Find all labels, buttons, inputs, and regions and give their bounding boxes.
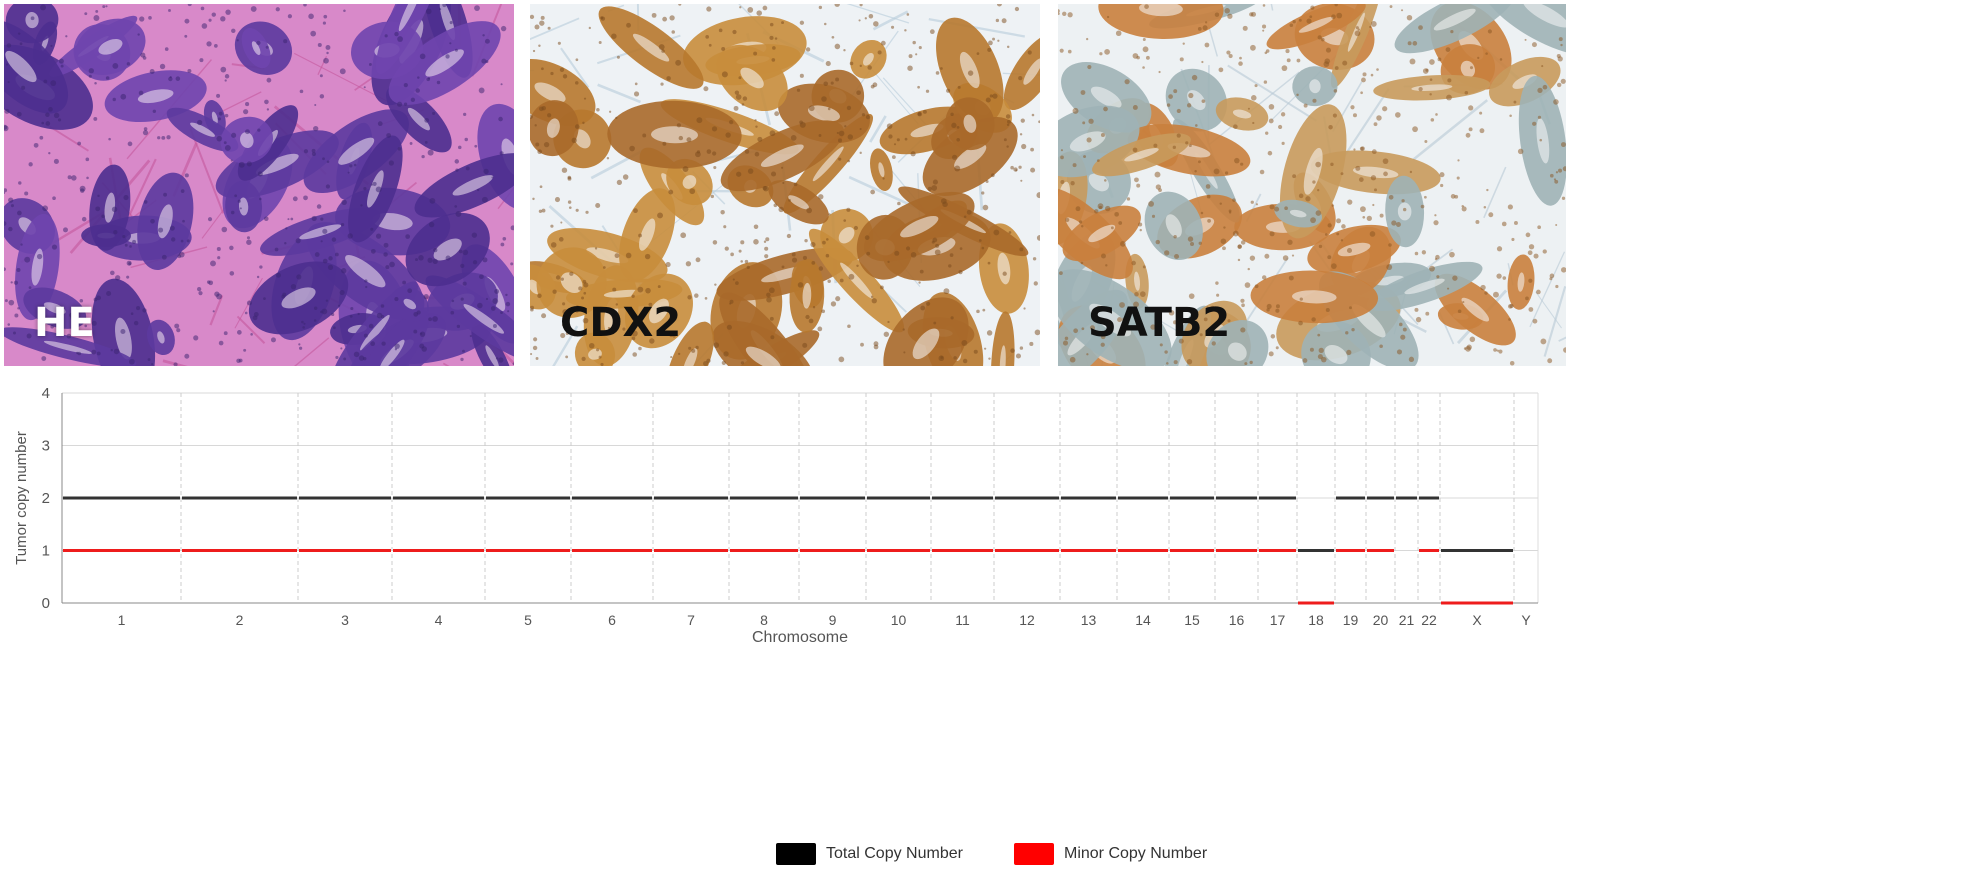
x-tick-label: 18 <box>1308 612 1324 628</box>
y-tick-label: 0 <box>42 595 50 612</box>
x-tick-label: 14 <box>1135 612 1151 628</box>
y-tick-label: 4 <box>42 385 50 402</box>
x-tick-label: 10 <box>891 612 907 628</box>
satb2-panel-label: SATB2 <box>1088 300 1231 346</box>
x-tick-label: 3 <box>341 612 349 628</box>
satb2-tissue-texture <box>1058 4 1566 366</box>
x-tick-label: 8 <box>760 612 768 628</box>
he-panel-label: HE <box>34 300 95 346</box>
y-tick-label: 1 <box>42 543 50 560</box>
x-tick-label: 11 <box>955 612 970 628</box>
x-tick-label: 22 <box>1421 612 1437 628</box>
x-tick-label: 13 <box>1081 612 1097 628</box>
x-tick-label: 17 <box>1270 612 1286 628</box>
y-axis-label: Tumor copy number <box>13 431 30 565</box>
x-tick-label: 12 <box>1019 612 1035 628</box>
legend-item-total: Total Copy Number <box>776 842 963 866</box>
chart-legend: Total Copy Number Minor Copy Number <box>0 832 1980 872</box>
x-tick-label: X <box>1472 612 1482 628</box>
legend-label-total: Total Copy Number <box>826 845 963 862</box>
he-tissue-texture <box>4 4 514 366</box>
y-tick-label: 3 <box>42 438 50 455</box>
x-tick-label: 15 <box>1184 612 1200 628</box>
he-stain-image: HE <box>4 4 514 366</box>
x-tick-label: 1 <box>118 612 126 628</box>
x-tick-label: 6 <box>608 612 616 628</box>
x-tick-label: 4 <box>435 612 443 628</box>
cdx2-tissue-texture <box>530 4 1040 366</box>
x-tick-label: 16 <box>1229 612 1245 628</box>
legend-swatch-minor <box>1014 843 1054 865</box>
x-tick-label: 7 <box>687 612 695 628</box>
satb2-stain-image: SATB2 <box>1058 4 1566 366</box>
cdx2-stain-image: CDX2 <box>530 4 1040 366</box>
x-tick-label: 21 <box>1399 612 1415 628</box>
x-axis-label: Chromosome <box>752 629 848 646</box>
cdx2-panel-label: CDX2 <box>560 300 682 346</box>
y-tick-label: 2 <box>42 490 50 507</box>
legend-swatch-total <box>776 843 816 865</box>
legend-item-minor: Minor Copy Number <box>1014 842 1207 866</box>
x-tick-label: 5 <box>524 612 532 628</box>
x-tick-label: 2 <box>236 612 244 628</box>
x-tick-label: Y <box>1521 612 1531 628</box>
legend-label-minor: Minor Copy Number <box>1064 845 1208 862</box>
x-tick-label: 20 <box>1373 612 1389 628</box>
x-tick-label: 19 <box>1343 612 1359 628</box>
histology-panels: HE CDX2 SATB2 <box>0 0 1980 370</box>
x-tick-label: 9 <box>829 612 837 628</box>
